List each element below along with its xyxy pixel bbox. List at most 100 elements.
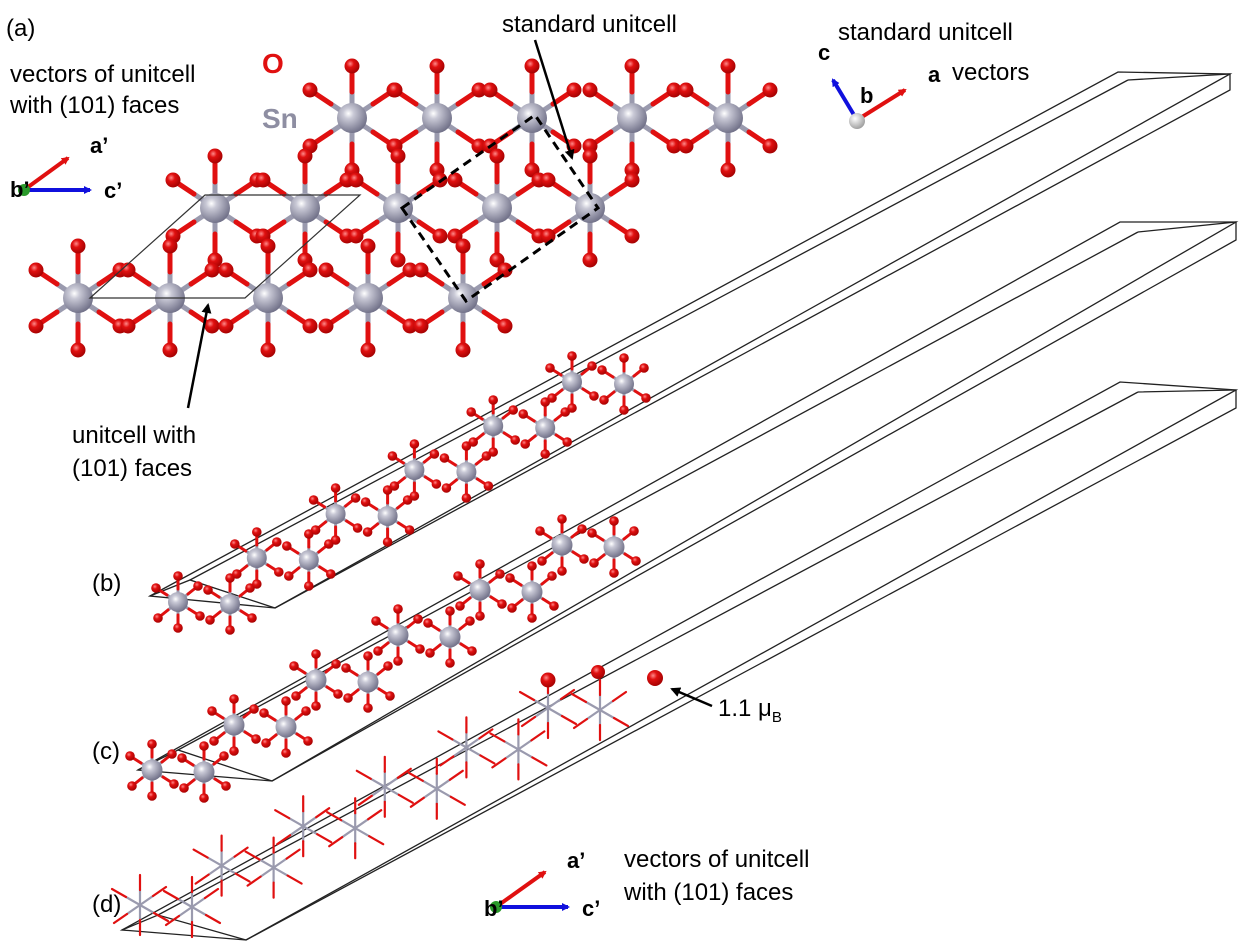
bond-o-half xyxy=(164,914,181,927)
o-atom xyxy=(232,569,242,579)
o-atom xyxy=(360,238,376,254)
o-atom xyxy=(488,395,499,405)
bond-o-half xyxy=(409,796,425,808)
sn-atom xyxy=(377,506,398,526)
bond-sn-half xyxy=(383,776,399,788)
o-atom xyxy=(475,611,485,621)
axis-b-sphere xyxy=(849,113,865,129)
slab-atoms xyxy=(125,514,641,803)
o-atom xyxy=(326,569,336,579)
o-atom xyxy=(431,479,442,489)
o-atom xyxy=(360,497,371,507)
o-atom xyxy=(619,353,629,363)
bond-o-half xyxy=(439,755,455,767)
slab-bonds xyxy=(154,354,648,632)
sn-atom xyxy=(168,592,188,612)
o-atom xyxy=(413,262,429,278)
bond-o-half xyxy=(285,848,301,860)
bond-sn-half xyxy=(138,894,155,907)
o-atom xyxy=(432,228,448,244)
bond-sn-half xyxy=(598,708,616,720)
o-atom xyxy=(165,172,181,188)
cell-box-b-edges xyxy=(149,73,1231,609)
o-atom xyxy=(297,148,313,164)
sn-atom xyxy=(193,761,215,783)
o-atom xyxy=(447,172,463,188)
slab-bonds xyxy=(128,517,638,800)
o-atom xyxy=(505,573,515,583)
o-atom xyxy=(567,351,577,361)
o-atom xyxy=(311,649,321,659)
o-atom xyxy=(70,342,86,358)
o-atom xyxy=(624,172,640,188)
o-atom xyxy=(153,613,163,623)
o-atom xyxy=(453,571,463,581)
bond-sn-half xyxy=(207,864,223,876)
o-atom xyxy=(582,148,598,164)
o-atom xyxy=(363,651,373,661)
sn-atom xyxy=(337,103,367,133)
o-atom xyxy=(348,172,364,188)
sn-atom xyxy=(223,714,245,736)
o-atom xyxy=(468,437,479,447)
o-atom xyxy=(423,618,433,628)
bond-o-half xyxy=(518,690,536,702)
sn-atom xyxy=(551,534,573,556)
bond-sn-half xyxy=(258,858,275,869)
bond-sn-half xyxy=(532,698,550,710)
axis-triad-prime-bottom: a’ b’ c’ xyxy=(484,848,600,921)
o-atom xyxy=(497,262,513,278)
o-atom xyxy=(402,262,418,278)
bond-sn-half xyxy=(354,818,370,830)
bond-o-half xyxy=(204,913,222,925)
magnetic-moment-value: 1.1 μ xyxy=(718,695,772,722)
magnetic-moment-subscript: B xyxy=(772,709,782,726)
o-atom xyxy=(151,583,161,593)
bond-sn-half xyxy=(176,897,194,909)
bond-sn-half xyxy=(451,738,468,749)
axis-c-label: c xyxy=(818,40,830,65)
bond-sn-half xyxy=(190,905,208,917)
o-atom xyxy=(666,82,682,98)
o-atom xyxy=(402,318,418,334)
bond-sn-half xyxy=(598,699,615,712)
o-atom xyxy=(318,318,334,334)
left-vectors-title-line1: vectors of unitcell xyxy=(10,61,195,88)
o-atom xyxy=(199,793,209,803)
o-atom xyxy=(545,363,555,373)
o-atom xyxy=(482,82,498,98)
sn-atom xyxy=(562,372,582,392)
o-atom xyxy=(587,361,597,371)
o-atom xyxy=(641,393,651,403)
o-atom xyxy=(599,395,609,405)
o-atom xyxy=(291,691,301,701)
sn-atom xyxy=(298,550,319,570)
bond-sn-half xyxy=(435,778,451,790)
bond-o-half xyxy=(192,848,209,859)
o-atom xyxy=(557,514,567,524)
o-atom xyxy=(373,646,383,656)
bond-sn-half xyxy=(504,748,520,760)
o-atom xyxy=(591,665,605,679)
o-atom xyxy=(413,318,429,334)
o-atom xyxy=(489,148,505,164)
o-atom xyxy=(467,646,477,656)
o-atom xyxy=(272,537,282,547)
bond-o-half xyxy=(407,771,424,782)
supercell-boxes xyxy=(119,71,1239,941)
o-atom xyxy=(445,606,455,616)
bond-o-half xyxy=(233,846,249,858)
bond-o-half xyxy=(489,732,506,743)
o-atom xyxy=(557,566,567,576)
o-atom xyxy=(385,691,395,701)
sn-atom xyxy=(290,193,320,223)
magnetic-moment-pointer xyxy=(670,687,713,708)
o-atom xyxy=(169,779,179,789)
o-atom xyxy=(281,696,291,706)
o-atom xyxy=(247,613,257,623)
bottom-vectors-title-line2: with (101) faces xyxy=(623,879,793,906)
slab-atoms xyxy=(151,351,651,635)
o-atom xyxy=(255,172,271,188)
o-atom xyxy=(177,753,187,763)
o-atom xyxy=(489,252,505,268)
